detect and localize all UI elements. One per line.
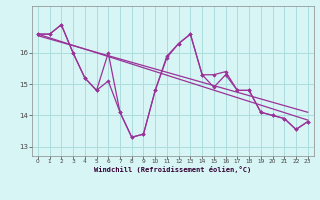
X-axis label: Windchill (Refroidissement éolien,°C): Windchill (Refroidissement éolien,°C) (94, 166, 252, 173)
